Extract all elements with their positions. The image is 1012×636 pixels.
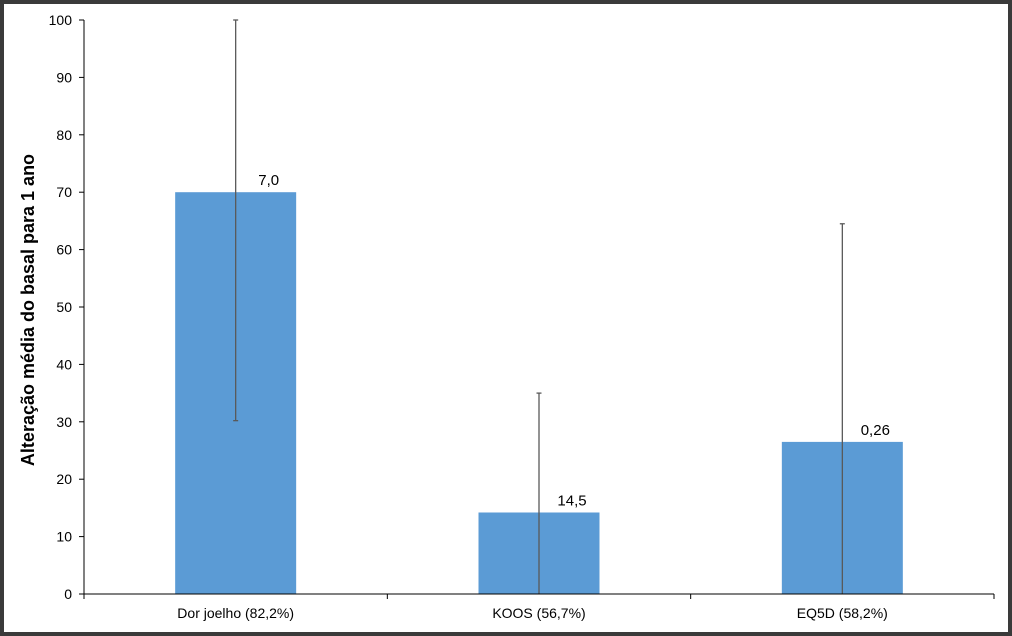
y-tick-label: 80: [56, 127, 72, 143]
data-label: 14,5: [557, 492, 586, 509]
x-tick-label: EQ5D (58,2%): [797, 605, 888, 621]
y-tick-label: 50: [56, 299, 72, 315]
data-label: 7,0: [258, 172, 279, 189]
chart-frame: 0 10 20 30 40 50 60 70 80 90 100 7,0 Dor joelho (82,…: [4, 4, 1008, 632]
y-tick-label: 30: [56, 414, 72, 430]
x-tick-label: Dor joelho (82,2%): [177, 605, 294, 621]
y-tick-label: 90: [56, 69, 72, 85]
x-tick-label: KOOS (56,7%): [492, 605, 585, 621]
y-tick-label: 0: [64, 586, 72, 602]
y-axis-label: Alteração média do basal para 1 ano: [18, 154, 38, 466]
y-tick-label: 20: [56, 471, 72, 487]
data-label: 0,26: [861, 422, 890, 439]
y-tick-label: 70: [56, 184, 72, 200]
y-tick-label: 40: [56, 356, 72, 372]
y-tick-label: 100: [49, 12, 73, 28]
y-tick-label: 10: [56, 529, 72, 545]
bar-chart: 0 10 20 30 40 50 60 70 80 90 100 7,0 Dor joelho (82,…: [18, 12, 995, 621]
y-tick-label: 60: [56, 242, 72, 258]
